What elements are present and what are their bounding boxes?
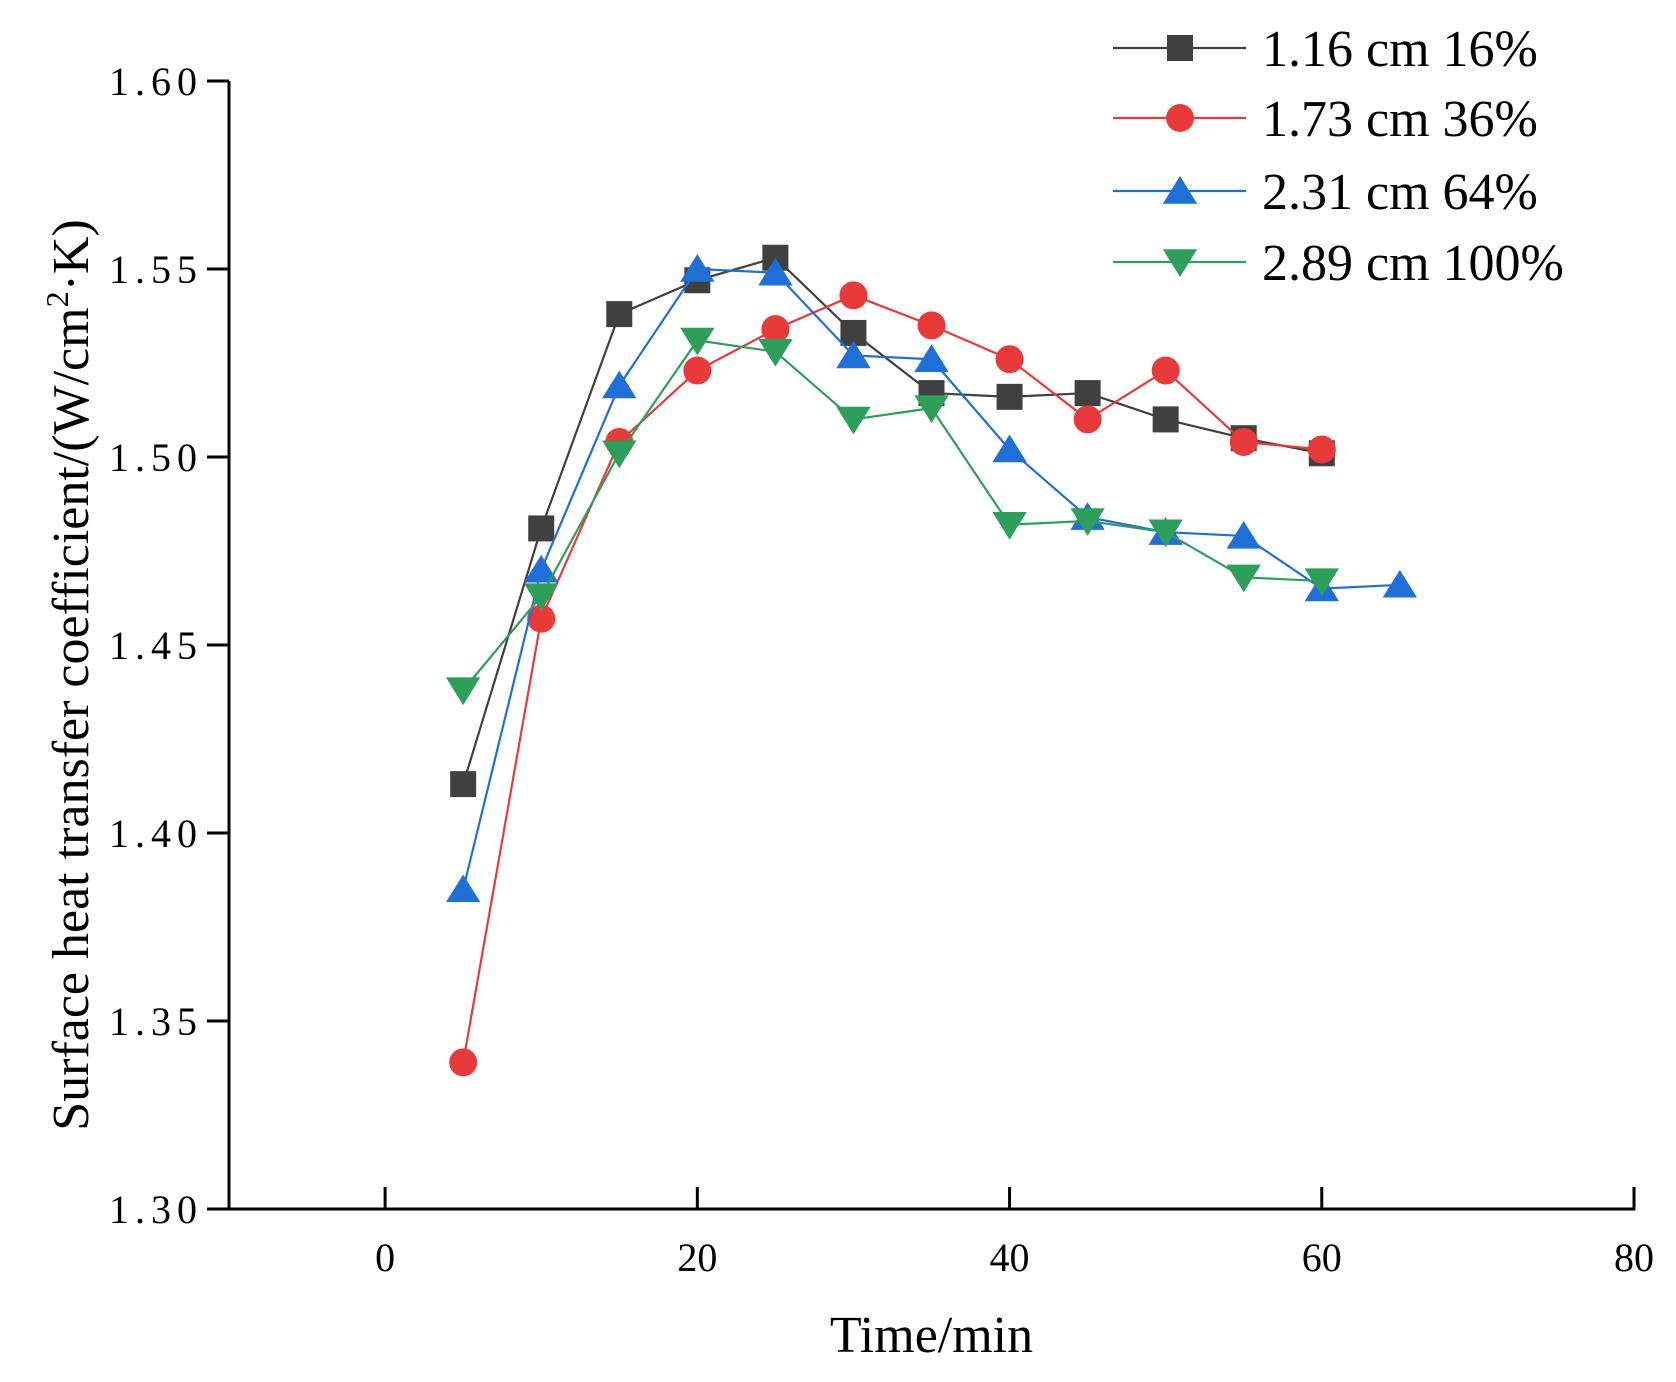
legend-label: 2.31 cm 64% <box>1262 164 1538 221</box>
data-point <box>1382 569 1418 598</box>
x-tick-label: 20 <box>677 1235 717 1280</box>
data-point <box>1304 568 1339 597</box>
data-point <box>683 356 712 385</box>
legend-item: 2.31 cm 64% <box>1113 164 1538 221</box>
x-ticks: 0 20 40 60 80 <box>375 1187 1654 1280</box>
x-tick-label: 80 <box>1614 1235 1654 1280</box>
legend-label: 1.16 cm 16% <box>1262 21 1538 78</box>
data-point <box>527 604 556 633</box>
y-tick-label: 1.55 <box>109 247 203 292</box>
series-line <box>462 339 1322 691</box>
data-point <box>836 406 871 435</box>
data-point <box>761 315 790 344</box>
data-point <box>758 339 793 367</box>
data-point <box>836 340 871 369</box>
series-line <box>462 294 1322 1063</box>
data-point <box>758 257 793 286</box>
data-point <box>450 771 477 798</box>
data-point <box>1229 427 1258 456</box>
data-point <box>606 301 633 328</box>
y-tick-label: 1.35 <box>109 999 203 1044</box>
legend: 1.16 cm 16% 1.73 cm 36% 2.31 cm 64% 2.89 cm… <box>1113 21 1564 292</box>
data-point <box>449 1048 478 1077</box>
x-tick-label: 60 <box>1302 1235 1342 1280</box>
x-tick-label: 0 <box>375 1235 395 1280</box>
data-point <box>1152 406 1179 433</box>
data-point <box>524 554 559 583</box>
y-tick-label: 1.60 <box>109 59 203 104</box>
data-point <box>602 370 637 399</box>
data-point <box>992 511 1027 540</box>
y-axis-title: Surface heat transfer coefficient/(W/cm2… <box>39 219 100 1131</box>
data-point <box>996 383 1023 410</box>
y-tick-label: 1.50 <box>109 435 203 480</box>
y-tick-label: 1.40 <box>109 811 203 856</box>
data-point <box>602 440 637 469</box>
legend-marker <box>1166 104 1194 132</box>
data-point <box>917 311 946 340</box>
legend-marker <box>1162 249 1198 277</box>
legend-item: 1.16 cm 16% <box>1113 21 1538 78</box>
data-point <box>1307 435 1336 464</box>
legend-label: 1.73 cm 36% <box>1262 91 1538 148</box>
x-tick-label: 40 <box>990 1235 1030 1280</box>
data-point <box>1070 508 1105 536</box>
data-point <box>1074 380 1101 407</box>
legend-item: 1.73 cm 36% <box>1113 91 1538 148</box>
y-ticks: 1.30 1.35 1.40 1.45 1.50 1.55 1.60 <box>109 59 229 1232</box>
series-4 <box>445 327 1339 706</box>
data-point <box>914 344 949 372</box>
data-point <box>524 583 559 612</box>
data-point <box>839 281 868 310</box>
legend-item: 2.89 cm 100% <box>1113 235 1564 292</box>
series-group <box>445 244 1418 1077</box>
data-point <box>445 874 481 903</box>
x-axis-title: Time/min <box>830 1307 1033 1364</box>
legend-label: 2.89 cm 100% <box>1262 235 1564 292</box>
data-point <box>992 434 1027 463</box>
data-point <box>680 327 715 356</box>
data-point <box>1151 356 1180 385</box>
data-point <box>680 254 715 282</box>
legend-marker <box>1162 176 1198 204</box>
series-line <box>462 256 1322 785</box>
data-point <box>1148 519 1183 548</box>
data-point <box>914 395 949 424</box>
data-point <box>445 677 481 706</box>
series-2 <box>449 281 1336 1077</box>
data-point <box>1226 521 1261 549</box>
data-point <box>1226 564 1261 593</box>
y-tick-label: 1.30 <box>109 1187 203 1232</box>
y-tick-label: 1.45 <box>109 623 203 668</box>
legend-marker <box>1167 35 1193 61</box>
data-point <box>995 345 1024 374</box>
data-point <box>1073 405 1102 434</box>
data-point <box>528 515 555 542</box>
